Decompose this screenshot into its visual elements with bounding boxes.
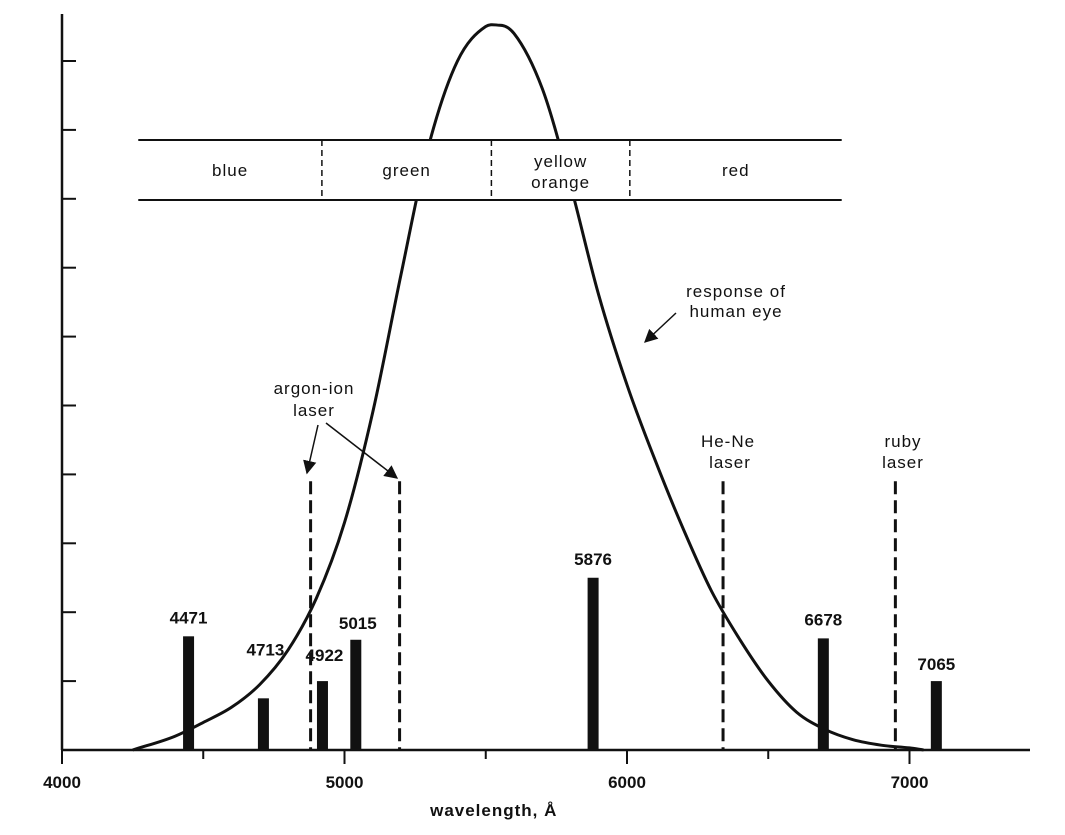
axes: 4000 5000 6000 7000 wavelength, Å bbox=[43, 14, 1030, 820]
x-tick-label: 4000 bbox=[43, 773, 81, 792]
emission-lines: 4471 4713 4922 5015 5876 6678 7065 bbox=[170, 550, 955, 750]
emission-line-bar bbox=[817, 638, 829, 750]
ruby-label: laser bbox=[882, 453, 924, 472]
emission-line-label: 6678 bbox=[804, 610, 842, 629]
eye-response-arrow bbox=[644, 312, 677, 343]
he-ne-label: He-Ne bbox=[701, 432, 755, 451]
argon-arrow-left bbox=[303, 424, 319, 475]
x-axis-title: wavelength, Å bbox=[429, 801, 557, 820]
band-label: yellow bbox=[534, 152, 587, 171]
x-tick-label: 6000 bbox=[608, 773, 646, 792]
emission-line-label: 5015 bbox=[339, 614, 377, 633]
emission-line-label: 4922 bbox=[306, 646, 344, 665]
emission-line-label: 7065 bbox=[917, 655, 955, 674]
emission-line-bar bbox=[587, 577, 599, 750]
emission-line-bar bbox=[316, 681, 328, 750]
x-tick-label: 7000 bbox=[891, 773, 929, 792]
emission-line-bar bbox=[183, 636, 195, 750]
emission-line-bar bbox=[257, 698, 269, 750]
argon-arrow-right bbox=[325, 422, 399, 479]
emission-line-bar bbox=[350, 639, 362, 750]
argon-ion-label: laser bbox=[293, 401, 335, 420]
ruby-label: ruby bbox=[884, 432, 921, 451]
band-label: green bbox=[382, 161, 430, 180]
eye-response-line bbox=[132, 23, 924, 752]
eye-response-label: response of bbox=[686, 282, 786, 301]
emission-line-label: 4713 bbox=[247, 640, 285, 659]
emission-line-label: 4471 bbox=[170, 608, 208, 627]
x-tick-label: 5000 bbox=[326, 773, 364, 792]
band-label: red bbox=[722, 161, 750, 180]
emission-line-label: 5876 bbox=[574, 550, 612, 569]
annotations: argon-ion laser He-Ne laser ruby laser respons… bbox=[274, 282, 924, 479]
argon-ion-label: argon-ion bbox=[274, 379, 355, 398]
eye-response-label: human eye bbox=[689, 302, 782, 321]
laser-lines bbox=[309, 481, 897, 750]
emission-line-bar bbox=[930, 681, 942, 750]
he-ne-label: laser bbox=[709, 453, 751, 472]
band-label: blue bbox=[212, 161, 248, 180]
band-background bbox=[138, 140, 842, 200]
color-band-strip: blue green yellow orange red bbox=[138, 139, 842, 201]
band-label: orange bbox=[531, 173, 590, 192]
